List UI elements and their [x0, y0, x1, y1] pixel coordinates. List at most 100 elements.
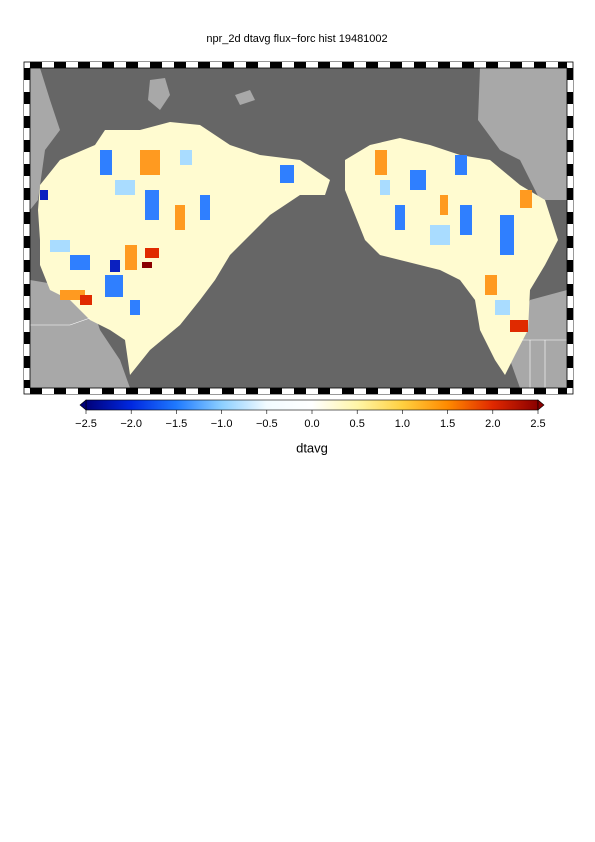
frame-segment [24, 284, 30, 296]
frame-segment [546, 62, 558, 68]
frame-segment [567, 320, 573, 332]
frame-segment [402, 388, 414, 394]
frame-segment [24, 308, 30, 320]
frame-segment [102, 62, 114, 68]
frame-segment [534, 62, 546, 68]
frame-segment [486, 388, 498, 394]
map-title: npr_2d dtavg flux−forc hist 19481002 [206, 33, 387, 45]
frame-segment [414, 62, 426, 68]
frame-segment [174, 62, 186, 68]
frame-segment [567, 80, 573, 92]
frame-segment [78, 388, 90, 394]
frame-segment [66, 62, 78, 68]
frame-segment [24, 224, 30, 236]
frame-segment [366, 388, 378, 394]
frame-segment [567, 344, 573, 356]
frame-segment [567, 176, 573, 188]
frame-segment [567, 236, 573, 248]
frame-ticks [24, 62, 573, 394]
frame-segment [567, 188, 573, 200]
frame-segment [126, 62, 138, 68]
frame-segment [414, 388, 426, 394]
frame-segment [234, 388, 246, 394]
frame-segment [390, 388, 402, 394]
frame-segment [174, 388, 186, 394]
frame-segment [486, 62, 498, 68]
frame-segment [318, 388, 330, 394]
colorbar-tick-label: −1.5 [166, 418, 188, 430]
frame-segment [510, 62, 522, 68]
frame-segment [24, 92, 30, 104]
colorbar-tick-label: −0.5 [256, 418, 278, 430]
borders [30, 317, 567, 388]
frame-segment [567, 200, 573, 212]
frame-segment [24, 188, 30, 200]
frame-segment [510, 388, 522, 394]
frame-segment [198, 62, 210, 68]
frame-segment [522, 62, 534, 68]
frame-segment [567, 356, 573, 368]
colorbar-low-arrow [79, 399, 87, 411]
frame-segment [522, 388, 534, 394]
frame-segment [282, 388, 294, 394]
frame-segment [270, 62, 282, 68]
frame-segment [198, 388, 210, 394]
frame-segment [390, 62, 402, 68]
colorbar: dtavg −2.5 −2.0 −1.5 −1.0 −0.5 0.0 0.5 1.0 1.5 2.… [75, 399, 546, 455]
frame-segment [150, 388, 162, 394]
frame-segment [474, 62, 486, 68]
frame-segment [186, 62, 198, 68]
frame-segment [24, 200, 30, 212]
colorbar-tick-label: 0.0 [304, 418, 319, 430]
frame-segment [306, 388, 318, 394]
frame-segment [318, 62, 330, 68]
frame-segment [24, 236, 30, 248]
frame-segment [54, 62, 66, 68]
frame-segment [24, 212, 30, 224]
frame-segment [498, 388, 510, 394]
colorbar-tick-label: 2.0 [485, 418, 500, 430]
map-inner-frame [29, 67, 568, 389]
frame-segment [24, 176, 30, 188]
frame-segment [567, 380, 573, 388]
frame-segment [24, 368, 30, 380]
frame-segment [294, 62, 306, 68]
frame-segment [498, 62, 510, 68]
frame-segment [558, 388, 567, 394]
colorbar-tick-label: −1.0 [211, 418, 233, 430]
frame-segment [567, 104, 573, 116]
frame-segment [474, 388, 486, 394]
frame-segment [426, 62, 438, 68]
colorbar-tick-label: 1.0 [395, 418, 410, 430]
colorbar-high-arrow [537, 399, 545, 411]
frame-segment [24, 320, 30, 332]
frame-segment [567, 164, 573, 176]
frame-segment [567, 92, 573, 104]
frame-segment [330, 388, 342, 394]
frame-segment [567, 308, 573, 320]
frame-segment [24, 140, 30, 152]
frame-segment [438, 388, 450, 394]
frame-segment [162, 388, 174, 394]
frame-segment [294, 388, 306, 394]
frame-segment [66, 388, 78, 394]
frame-segment [258, 62, 270, 68]
frame-segment [567, 272, 573, 284]
frame-segment [222, 388, 234, 394]
frame-segment [378, 62, 390, 68]
frame-segment [24, 272, 30, 284]
frame-segment [24, 80, 30, 92]
frame-segment [138, 388, 150, 394]
frame-segment [246, 62, 258, 68]
data-field [38, 122, 558, 375]
frame-segment [24, 116, 30, 128]
frame-segment [567, 332, 573, 344]
frame-segment [90, 62, 102, 68]
frame-segment [567, 152, 573, 164]
frame-segment [258, 388, 270, 394]
frame-segment [24, 332, 30, 344]
frame-segment [30, 388, 42, 394]
frame-segment [222, 62, 234, 68]
frame-segment [282, 62, 294, 68]
